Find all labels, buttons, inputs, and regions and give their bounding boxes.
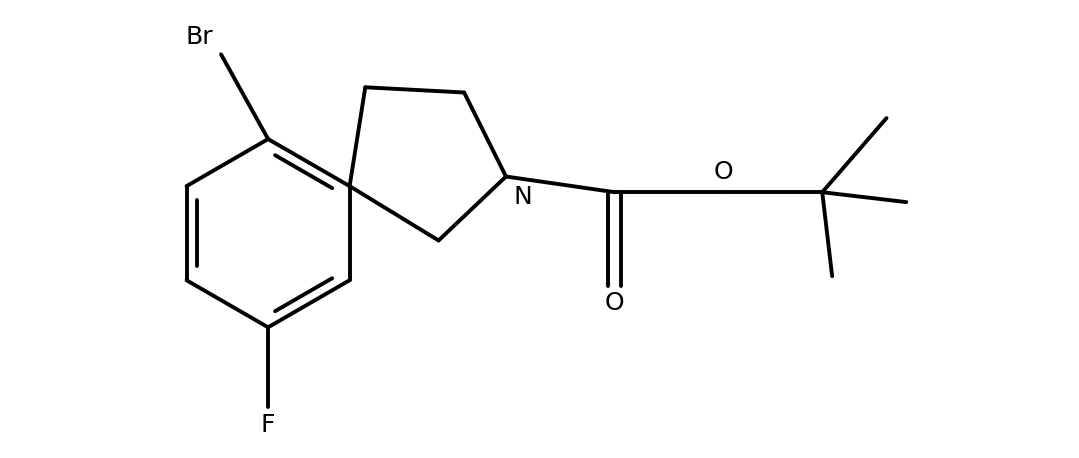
Text: Br: Br <box>185 25 213 49</box>
Text: O: O <box>713 160 734 184</box>
Text: N: N <box>514 185 532 209</box>
Text: F: F <box>261 413 275 436</box>
Text: O: O <box>605 291 625 316</box>
